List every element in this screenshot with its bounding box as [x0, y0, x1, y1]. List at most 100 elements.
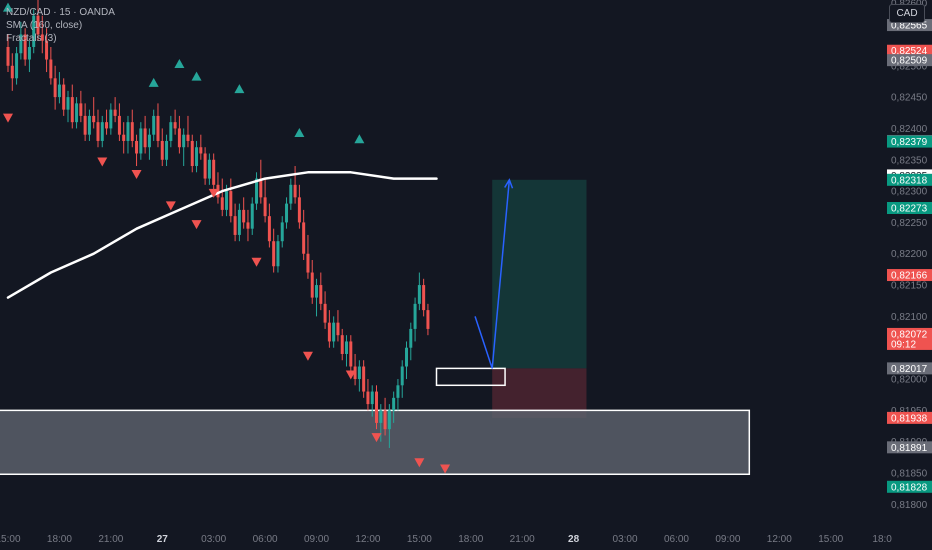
candle-body	[117, 115, 121, 135]
price-tick-label: 0,82500	[891, 61, 928, 72]
fractal-up-marker	[354, 134, 365, 144]
time-tick-label: 09:00	[715, 534, 740, 545]
candle-body	[323, 303, 327, 323]
candle-body	[160, 140, 164, 160]
fractal-down-marker	[345, 370, 356, 380]
candle-body	[122, 134, 126, 141]
candle-body	[75, 103, 79, 123]
candle-body	[242, 209, 246, 223]
candle-body	[327, 322, 331, 342]
candle-body	[263, 197, 267, 217]
candle-body	[336, 322, 340, 336]
candle-body	[169, 122, 173, 141]
price-tick-label: 0,81850	[891, 469, 928, 480]
candle-body	[246, 222, 250, 229]
candle-body	[62, 84, 66, 110]
candle-body	[357, 366, 361, 380]
price-tick-label: 0,82350	[891, 155, 928, 166]
price-tick-label: 0,82300	[891, 187, 928, 198]
candle-body	[370, 391, 374, 405]
time-tick-label: 03:00	[201, 534, 226, 545]
candle-body	[66, 97, 70, 110]
price-badge	[887, 54, 932, 67]
legend-fractals: Fractals (3)	[6, 33, 57, 44]
price-badge-label: 0,81891	[891, 443, 928, 454]
candle-body	[392, 397, 396, 411]
candle-body	[40, 34, 44, 41]
fractal-down-marker	[251, 257, 262, 267]
fractal-up-marker	[174, 59, 185, 69]
price-tick-label: 0,82100	[891, 312, 928, 323]
time-tick-label: 12:00	[767, 534, 792, 545]
price-tick-label: 0,82150	[891, 281, 928, 292]
time-tick-label: 15:00	[407, 534, 432, 545]
time-tick-label: 09:00	[304, 534, 329, 545]
price-tick-label: 0,82000	[891, 375, 928, 386]
candle-body	[87, 115, 91, 135]
sma-line	[6, 171, 438, 299]
candle-body	[237, 209, 241, 235]
price-tick-label: 0,82250	[891, 218, 928, 229]
candle-body	[177, 128, 181, 148]
candle-body	[289, 184, 293, 204]
candle-body	[319, 285, 323, 304]
price-badge-label: 0,82379	[891, 137, 928, 148]
price-badge	[887, 480, 932, 493]
price-badge-label: 0,82072	[891, 329, 928, 340]
projection-arrowhead	[504, 178, 514, 189]
candle-body	[383, 410, 387, 430]
currency-button[interactable]: CAD	[889, 4, 925, 23]
candle-body	[375, 391, 379, 423]
candle-body	[293, 184, 297, 198]
price-tick-label: 0,82450	[891, 93, 928, 104]
price-badge	[887, 202, 932, 214]
candle-body	[6, 46, 10, 66]
candle-body	[199, 147, 203, 154]
candle-body	[92, 115, 96, 123]
candle-body	[139, 128, 143, 154]
candle-body	[349, 341, 353, 367]
candle-body	[96, 122, 100, 141]
time-tick-label: 15:00	[818, 534, 843, 545]
candle-body	[267, 216, 271, 242]
candle-body	[345, 341, 349, 354]
candle-body	[105, 122, 109, 129]
candle-body	[366, 391, 370, 405]
candle-body	[400, 366, 404, 386]
time-tick-label: 03:00	[613, 534, 638, 545]
candle-body	[126, 122, 130, 141]
candle-body	[417, 285, 421, 304]
price-badge-label: 0,82524	[891, 46, 928, 57]
candle-body	[83, 115, 87, 135]
candle-body	[45, 40, 49, 60]
candle-body	[19, 34, 23, 54]
candle-body	[255, 178, 259, 204]
candle-body	[100, 122, 104, 141]
candle-body	[10, 65, 14, 79]
candle-body	[182, 134, 186, 148]
candle-body	[195, 147, 199, 167]
price-tick-label: 0,82200	[891, 249, 928, 260]
fractal-down-marker	[440, 464, 451, 474]
candle-body	[297, 197, 301, 223]
candle-body	[413, 303, 417, 329]
entry-marker	[435, 367, 506, 387]
fractal-down-marker	[302, 351, 313, 361]
candle-body	[207, 159, 211, 179]
price-badge	[887, 173, 932, 186]
candle-body	[362, 366, 366, 392]
candle-body	[280, 222, 284, 242]
fractal-down-marker	[97, 157, 108, 167]
price-badge-label: 0,82017	[891, 364, 928, 375]
candle-body	[259, 178, 263, 198]
fractal-down-marker	[191, 220, 202, 230]
price-badge-label: 0,82318	[891, 175, 928, 186]
price-badge-label: 0,82273	[891, 204, 928, 215]
fractal-down-marker	[131, 170, 142, 180]
candle-body	[23, 34, 27, 60]
candles	[6, 0, 430, 448]
candle-body	[225, 191, 229, 210]
fractal-down-marker	[414, 458, 425, 468]
price-badge-label: 0,81828	[891, 482, 928, 493]
